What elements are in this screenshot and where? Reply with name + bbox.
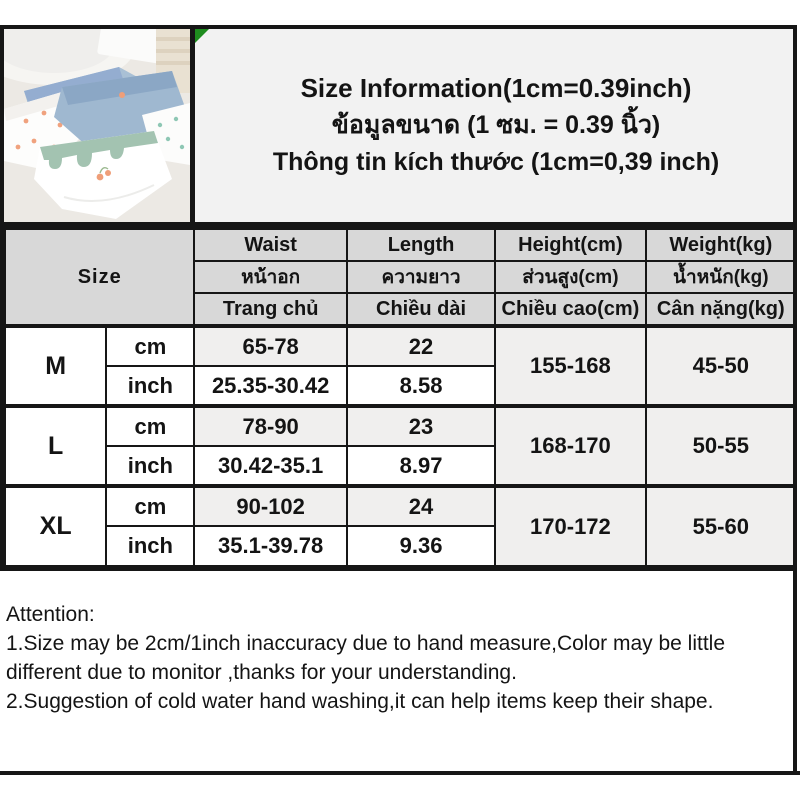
size-label-m: M [3,324,108,407]
title-english: Size Information(1cm=0.39inch) [300,73,692,103]
cell-xl-inch-length: 9.36 [345,525,497,567]
bottom-border-line [0,771,800,775]
col-header-weight-vi: Cân nặng(kg) [644,292,798,327]
title-thai: ข้อมูลขนาด (1 ซม. = 0.39 นิ้ว) [331,111,661,139]
col-header-waist-en: Waist [193,228,348,262]
cell-xl-height: 170-172 [494,484,647,567]
cell-xl-inch-waist: 35.1-39.78 [193,525,348,567]
chart-sheet: Size Information(1cm=0.39inch) ข้อมูลขนา… [0,25,798,571]
cell-m-inch-waist: 25.35-30.42 [193,365,348,407]
cell-l-inch-length: 8.97 [345,445,497,487]
product-photo-image [4,29,190,222]
cell-m-cm-length: 22 [345,324,497,367]
col-header-length-vi: Chiều dài [345,292,497,327]
col-header-weight-th: น้ำหนัก(kg) [644,260,798,294]
header-row-thai: หน้าอก ความยาว ส่วนสูง(cm) น้ำหนัก(kg) [5,260,798,294]
col-header-waist-vi: Trang chủ [193,292,348,327]
cell-l-inch-waist: 30.42-35.1 [193,445,348,487]
cell-m-height: 155-168 [494,324,647,407]
table-row-xl-cm: XL cm 90-102 24 170-172 55-60 [3,484,798,567]
size-label-l: L [3,404,108,487]
size-corner-cell: Size [3,228,196,327]
col-header-height-vi: Chiều cao(cm) [494,292,647,327]
top-row: Size Information(1cm=0.39inch) ข้อมูลขนา… [4,29,797,228]
unit-cell-cm: cm [105,484,196,527]
table-row-m-inch: inch 25.35-30.42 8.58 [5,365,796,407]
size-label-xl: XL [3,484,108,567]
unit-cell-cm: cm [105,324,196,367]
table-row-l-inch: inch 30.42-35.1 8.97 [5,445,796,487]
unit-cell-inch: inch [105,365,196,407]
title-block: Size Information(1cm=0.39inch) ข้อมูลขนา… [195,29,797,222]
col-header-height-en: Height(cm) [494,228,647,262]
title-vietnamese: Thông tin kích thước (1cm=0,39 inch) [272,148,720,176]
attention-heading: Attention: [6,603,95,626]
col-header-weight-en: Weight(kg) [644,228,798,262]
cell-l-height: 168-170 [494,404,647,487]
attention-note-2: 2.Suggestion of cold water hand washing,… [6,690,714,713]
table-row-xl-inch: inch 35.1-39.78 9.36 [5,525,796,567]
cell-xl-weight: 55-60 [644,484,798,567]
table-row-l-cm: L cm 78-90 23 168-170 50-55 [3,404,798,487]
col-header-length-en: Length [345,228,497,262]
cell-xl-cm-length: 24 [345,484,497,527]
product-photo [4,29,195,222]
cell-m-cm-waist: 65-78 [193,324,348,367]
header-row-vietnamese: Trang chủ Chiều dài Chiều cao(cm) Cân nặ… [5,292,798,327]
cell-m-weight: 45-50 [644,324,798,407]
unit-cell-inch: inch [105,445,196,487]
right-border-line [793,25,797,775]
cell-l-cm-waist: 78-90 [193,404,348,447]
col-header-waist-th: หน้าอก [193,260,348,294]
unit-cell-cm: cm [105,404,196,447]
col-header-length-th: ความยาว [345,260,497,294]
cell-l-cm-length: 23 [345,404,497,447]
cell-l-weight: 50-55 [644,404,798,487]
attention-note-1: 1.Size may be 2cm/1inch inaccuracy due t… [6,632,726,684]
attention-block: Attention: 1.Size may be 2cm/1inch inacc… [6,600,794,716]
table-row-m-cm: M cm 65-78 22 155-168 45-50 [3,324,798,407]
cell-xl-cm-waist: 90-102 [193,484,348,527]
header-row-english: Size Waist Length Height(cm) Weight(kg) [3,228,798,327]
col-header-height-th: ส่วนสูง(cm) [494,260,647,294]
corner-flag-icon [195,29,209,43]
unit-cell-inch: inch [105,525,196,567]
cell-m-inch-length: 8.58 [345,365,497,407]
size-table: Size Waist Length Height(cm) Weight(kg) … [3,228,798,567]
